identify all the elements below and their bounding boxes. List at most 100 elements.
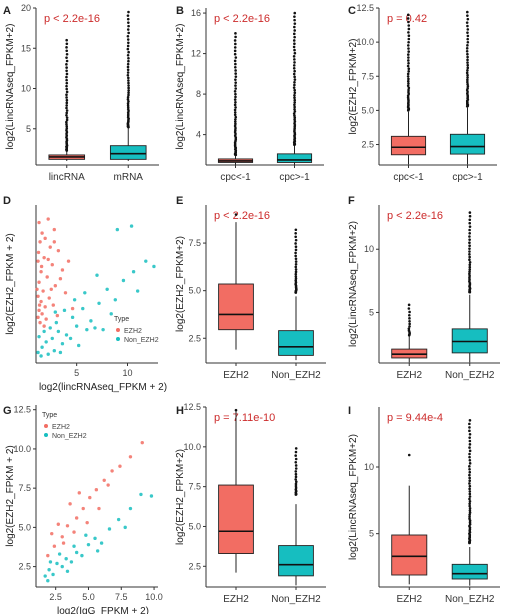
scatter-point	[64, 557, 68, 561]
scatter-point	[51, 303, 55, 307]
outlier-point	[468, 506, 472, 510]
outlier-point	[466, 66, 470, 70]
panel-label: G	[3, 405, 12, 417]
scatter-point	[65, 569, 70, 574]
scatter-point	[39, 270, 43, 274]
outlier-point	[468, 521, 472, 524]
outlier-point	[65, 52, 69, 56]
outlier-point	[126, 17, 130, 21]
outlier-point	[234, 32, 237, 35]
outlier-point	[466, 63, 469, 67]
outlier-point	[468, 443, 472, 446]
scatter-point	[43, 305, 47, 309]
p-value-annotation: p < 2.2e-16	[214, 210, 270, 222]
outlier-point	[234, 100, 237, 104]
outlier-point	[65, 84, 68, 88]
outlier-point	[468, 439, 472, 443]
outlier-point	[293, 75, 296, 79]
outlier-point	[126, 95, 130, 99]
scatter-point	[56, 329, 61, 334]
outlier-point	[233, 130, 237, 134]
scatter-point	[46, 352, 50, 356]
outlier-point	[126, 107, 130, 111]
outlier-point	[407, 59, 410, 62]
outlier-point	[294, 245, 298, 249]
x-tick-label: 5.0	[82, 592, 95, 602]
scatter-point	[38, 240, 42, 244]
scatter-point	[140, 440, 144, 445]
scatter-point	[48, 560, 53, 564]
outlier-point	[65, 72, 69, 76]
outlier-point	[65, 90, 69, 94]
legend-title: Type	[42, 412, 57, 419]
outlier-point	[65, 38, 68, 42]
outlier-point	[468, 228, 471, 232]
outlier-point	[406, 53, 410, 56]
x-tick-label: mRNA	[114, 172, 144, 183]
x-tick-label: 10.0	[145, 592, 163, 602]
scatter-point	[70, 306, 75, 311]
outlier-point	[233, 39, 237, 42]
outlier-point	[65, 124, 69, 128]
scatter-point	[102, 478, 106, 483]
outlier-point	[127, 21, 130, 24]
outlier-point	[466, 80, 469, 84]
outlier-point	[293, 51, 297, 55]
scatter-point	[144, 259, 148, 263]
outlier-point	[126, 76, 130, 80]
p-value-annotation: p = 9.44e-4	[387, 412, 443, 424]
y-tick-label: 12.5	[356, 3, 374, 13]
outlier-point	[293, 29, 296, 32]
outlier-point	[407, 327, 411, 330]
outlier-point	[234, 62, 237, 66]
outlier-point	[468, 276, 471, 280]
outlier-point	[294, 231, 297, 235]
legend: Type EZH2 Non_EZH2	[114, 316, 159, 344]
outlier-point	[468, 468, 471, 471]
outlier-point	[407, 303, 411, 307]
outlier-point	[406, 64, 410, 68]
outlier-point	[294, 248, 298, 252]
outlier-point	[468, 235, 471, 238]
outlier-point	[468, 241, 471, 245]
scatter-point	[45, 275, 49, 279]
outlier-point	[466, 58, 469, 62]
outlier-point	[293, 88, 296, 92]
outlier-point	[127, 81, 130, 85]
y-axis-label: log2(EZH2_FPKM+2)	[348, 39, 359, 135]
y-tick-label: 2.5	[188, 561, 201, 571]
outlier-point	[294, 254, 297, 258]
outlier-point	[294, 482, 298, 486]
outlier-point	[293, 78, 297, 81]
outlier-point	[406, 84, 410, 88]
outlier-point	[468, 487, 471, 491]
outlier-point	[466, 55, 469, 59]
outlier-point	[233, 98, 237, 101]
outlier-point	[127, 41, 130, 45]
scatter-point	[110, 469, 114, 473]
outlier-point	[408, 317, 411, 320]
outlier-point	[126, 53, 130, 57]
outlier-point	[65, 111, 69, 115]
outlier-point	[407, 86, 411, 90]
outlier-point	[127, 24, 130, 28]
scatter-point	[66, 259, 71, 263]
y-tick-label: 12.5	[13, 405, 31, 415]
scatter-point	[68, 336, 73, 341]
outlier-point	[293, 18, 296, 22]
outlier-point	[468, 502, 471, 506]
outlier-point	[234, 128, 237, 132]
panel-label: B	[176, 5, 184, 17]
box-iqr	[391, 534, 428, 576]
scatter-point	[62, 308, 67, 313]
x-tick-label: lincRNA	[49, 172, 85, 183]
scatter-point	[52, 544, 57, 548]
outlier-point	[127, 86, 130, 90]
outlier-point	[65, 118, 69, 122]
outlier-point	[468, 225, 472, 228]
scatter-point	[85, 520, 89, 525]
outlier-point	[468, 509, 472, 512]
outlier-point	[465, 71, 469, 75]
outlier-point	[407, 31, 410, 34]
